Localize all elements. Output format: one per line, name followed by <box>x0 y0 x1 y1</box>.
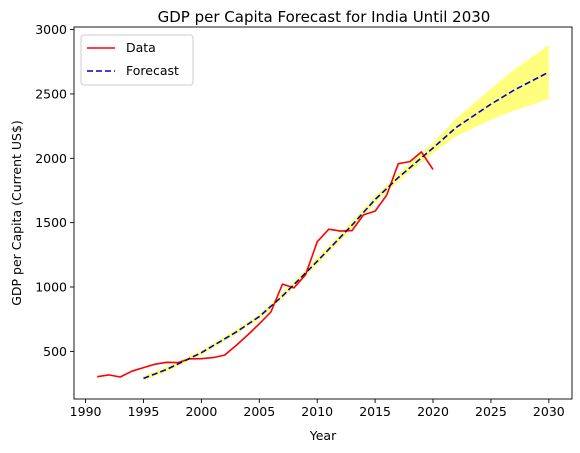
x-tick-label: 2030 <box>533 404 565 419</box>
y-tick-label: 1000 <box>35 280 67 295</box>
forecast-confidence-band <box>143 45 549 381</box>
x-tick-label: 1990 <box>70 404 102 419</box>
x-tick-label: 2020 <box>417 404 449 419</box>
plot-area <box>97 45 550 381</box>
y-axis-title: GDP per Capita (Current US$) <box>9 120 24 306</box>
x-tick-label: 2010 <box>301 404 333 419</box>
series-data-line <box>97 151 434 378</box>
x-axis-title: Year <box>309 428 337 443</box>
y-tick-label: 1500 <box>35 215 67 230</box>
x-tick-label: 2000 <box>185 404 217 419</box>
x-tick-label: 2025 <box>475 404 507 419</box>
y-tick-label: 500 <box>43 344 67 359</box>
series-forecast-line <box>143 71 550 380</box>
y-tick-label: 3000 <box>35 22 67 37</box>
x-tick-label: 1995 <box>128 404 160 419</box>
plot-frame <box>73 26 573 400</box>
y-tick-label: 2000 <box>35 151 67 166</box>
y-tick-label: 2500 <box>35 86 67 101</box>
legend-label-forecast: Forecast <box>126 63 179 78</box>
x-tick-label: 2015 <box>359 404 391 419</box>
chart-title: GDP per Capita Forecast for India Until … <box>158 8 491 26</box>
axis-ticks: 1990 1995 2000 2005 2010 2015 2020 2025 2030 500 1… <box>35 22 565 419</box>
legend-label-data: Data <box>126 40 156 55</box>
legend: Data Forecast <box>80 34 194 86</box>
x-tick-label: 2005 <box>243 404 275 419</box>
